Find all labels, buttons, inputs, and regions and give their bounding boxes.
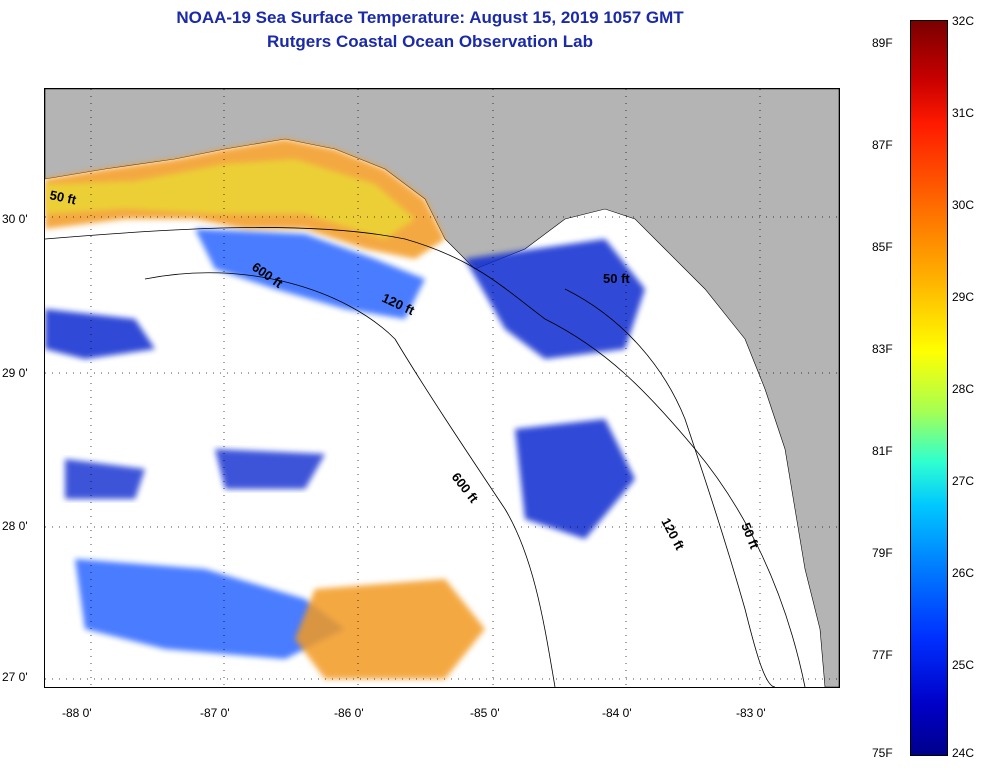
- sst-map-canvas: 50 ft 600 ft 120 ft 50 ft 600 ft 120 ft …: [44, 88, 840, 688]
- colorbar-celsius-label: 25C: [952, 658, 975, 672]
- contour-label: 50 ft: [603, 271, 630, 286]
- colorbar-fahrenheit-label: 75F: [872, 746, 893, 760]
- colorbar-celsius-label: 29C: [952, 290, 975, 304]
- colorbar-celsius-label: 30C: [952, 198, 975, 212]
- contour-label: 600 ft: [449, 470, 482, 507]
- cool-patch: [515, 419, 635, 539]
- lon-label: -83 0': [736, 706, 766, 720]
- cool-patch: [65, 459, 145, 499]
- lon-label: -85 0': [470, 706, 500, 720]
- cool-patch: [75, 559, 345, 659]
- cool-patch: [45, 309, 155, 359]
- colorbar-celsius-label: 27C: [952, 474, 975, 488]
- lat-label: 29 0': [2, 366, 28, 380]
- colorbar-celsius-label: 32C: [952, 14, 975, 28]
- map-subtitle: Rutgers Coastal Ocean Observation Lab: [267, 32, 593, 51]
- contour-label: 120 ft: [658, 515, 688, 553]
- colorbar-fahrenheit-label: 77F: [872, 648, 893, 662]
- temperature-colorbar: [910, 20, 948, 756]
- colorbar-fahrenheit-label: 79F: [872, 546, 893, 560]
- lon-label: -86 0': [334, 706, 364, 720]
- lon-label: -88 0': [62, 706, 92, 720]
- lat-label: 28 0': [2, 519, 28, 533]
- contour-line: [144, 272, 556, 688]
- lon-label: -84 0': [602, 706, 632, 720]
- contour-line: [44, 227, 806, 688]
- lat-label: 27 0': [2, 670, 28, 684]
- sst-map: 50 ft 600 ft 120 ft 50 ft 600 ft 120 ft …: [44, 88, 840, 688]
- lat-label: 30 0': [2, 212, 28, 226]
- contour-label: 50 ft: [738, 521, 762, 552]
- colorbar-celsius-label: 26C: [952, 566, 975, 580]
- map-title: NOAA-19 Sea Surface Temperature: August …: [176, 8, 684, 27]
- colorbar-fahrenheit-label: 89F: [872, 36, 893, 50]
- colorbar-celsius-label: 31C: [952, 106, 975, 120]
- colorbar-fahrenheit-label: 83F: [872, 342, 893, 356]
- colorbar-fahrenheit-label: 85F: [872, 240, 893, 254]
- colorbar-fahrenheit-label: 81F: [872, 444, 893, 458]
- lon-label: -87 0': [200, 706, 230, 720]
- contour-line: [564, 288, 776, 688]
- cool-patch: [195, 229, 425, 319]
- colorbar-celsius-label: 24C: [952, 746, 975, 760]
- colorbar-fahrenheit-label: 87F: [872, 138, 893, 152]
- warm-patch: [295, 579, 485, 679]
- colorbar-celsius-label: 28C: [952, 382, 975, 396]
- cool-patch: [215, 449, 325, 489]
- contour-label: 50 ft: [48, 187, 78, 207]
- cool-patch: [465, 239, 645, 359]
- yellow-band: [45, 159, 415, 239]
